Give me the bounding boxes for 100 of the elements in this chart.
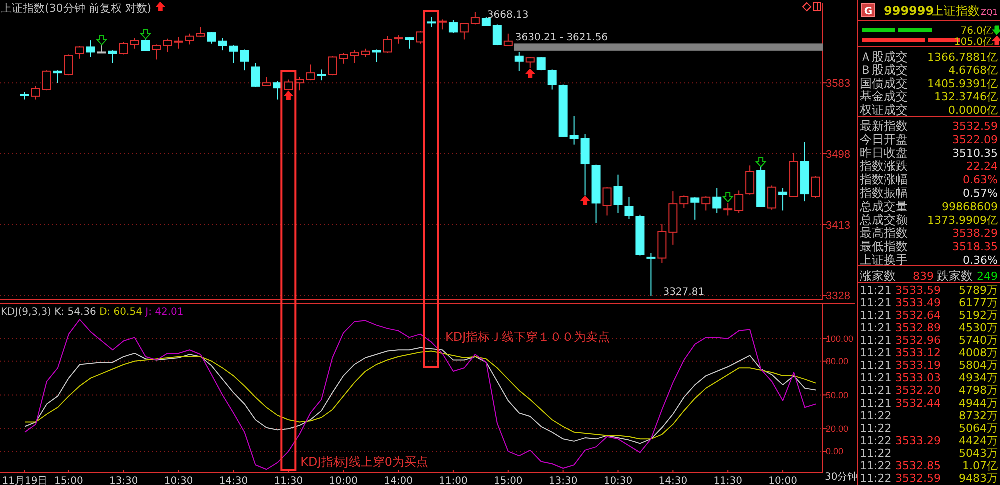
- candlestick: [492, 24, 502, 46]
- candlestick: [185, 33, 194, 46]
- text: 总成交量: [859, 199, 908, 214]
- y-tick-label: 20.00: [826, 424, 849, 434]
- x-tick-label: 14:30: [658, 476, 688, 485]
- x-tick-label: 10:00: [329, 476, 358, 485]
- candlestick: [448, 20, 458, 34]
- text: Ｂ股成交: [860, 63, 908, 78]
- text: 3532.96: [896, 334, 941, 348]
- x-tick-label: 14:30: [219, 476, 248, 485]
- candlestick: [536, 56, 546, 72]
- annotation: KDJ指标Ｊ线下穿１００为卖点: [445, 330, 610, 344]
- candlestick: [163, 38, 172, 53]
- text: 8732万: [959, 409, 998, 422]
- text: 11:21: [860, 322, 892, 335]
- candlestick: [470, 12, 480, 26]
- text: 跌家数: [937, 269, 973, 283]
- y-tick-label: 50.00: [826, 390, 849, 400]
- text: 3533.12: [896, 346, 941, 360]
- candlestick: [482, 16, 491, 27]
- candlestick: [646, 252, 656, 296]
- text: 11:21: [860, 334, 892, 348]
- text: 3532.59: [896, 472, 941, 485]
- candlestick: [812, 176, 820, 199]
- text: 5804万: [959, 359, 998, 372]
- candlestick: [350, 50, 360, 64]
- text: 3538.29: [952, 227, 998, 240]
- y-tick-label: 3583: [826, 78, 850, 90]
- text: 3510.35: [952, 146, 998, 160]
- text: 0.57%: [963, 187, 998, 200]
- annotation: 3668.13: [487, 10, 529, 22]
- text: 11:22: [860, 459, 892, 472]
- text: 0.36%: [963, 254, 998, 267]
- text: 今日开盘: [860, 132, 908, 146]
- text: 3532.20: [896, 384, 941, 398]
- candlestick: [372, 49, 382, 63]
- x-tick-label: 15:00: [494, 476, 523, 485]
- x-tick-label: 10:30: [604, 476, 633, 485]
- text: 3532.85: [896, 459, 941, 472]
- text: 11:22: [860, 409, 892, 422]
- text: 839: [913, 270, 934, 283]
- text: 5789万: [959, 284, 998, 297]
- text: 最低指数: [860, 240, 908, 254]
- text: 999999: [884, 4, 934, 18]
- text: 1405.9391亿: [928, 77, 998, 90]
- candlestick: [339, 52, 348, 64]
- text: 3532.64: [896, 309, 941, 322]
- candlestick: [602, 186, 612, 216]
- text: K: 54.36: [54, 307, 100, 318]
- text: 最新指数: [860, 119, 908, 133]
- candlestick: [207, 32, 216, 44]
- badge-icon: G: [862, 4, 876, 18]
- band-label: 3630.21 - 3621.56: [515, 32, 608, 44]
- text: 0.63%: [963, 174, 998, 187]
- text: 涨家数: [860, 269, 896, 283]
- candlestick: [31, 86, 40, 100]
- text: 11:22: [860, 472, 892, 485]
- candlestick: [328, 56, 338, 76]
- candlestick: [712, 188, 722, 214]
- candlestick: [460, 22, 469, 40]
- text: 4934万: [959, 372, 998, 385]
- candlestick: [174, 36, 184, 50]
- text: 最高指数: [860, 226, 908, 240]
- candlestick: [306, 64, 316, 82]
- text: 3533.29: [896, 434, 941, 448]
- candlestick: [75, 46, 84, 60]
- text: 11:22: [860, 434, 892, 448]
- text: 249: [977, 270, 998, 283]
- line-series: [24, 319, 816, 470]
- text: 3533.19: [896, 359, 941, 372]
- text: 5064万: [959, 422, 998, 435]
- text: 国债成交: [860, 76, 908, 90]
- y-tick-label: 100.00: [826, 334, 854, 344]
- candlestick: [141, 39, 150, 52]
- candlestick: [426, 16, 436, 28]
- text: 指数涨幅: [859, 172, 908, 187]
- x-tick-label: 13:30: [109, 476, 138, 485]
- text: 5740万: [959, 334, 998, 348]
- legend-title: KDJ(9,3,3): [1, 307, 55, 318]
- text: 基金成交: [860, 90, 908, 104]
- text: 3533.59: [896, 284, 941, 297]
- text: 11:21: [860, 384, 892, 398]
- x-tick-label: 14:00: [384, 476, 413, 485]
- text: 上证换手: [860, 253, 908, 267]
- candlestick: [240, 49, 250, 72]
- x-tick-label: 15:00: [54, 476, 84, 485]
- text: J: 42.01: [144, 307, 184, 318]
- text: 76.0亿: [960, 26, 993, 37]
- text: 11:21: [860, 359, 892, 372]
- candlestick: [405, 36, 414, 50]
- text: 1373.9909亿: [928, 214, 998, 227]
- x-tick-label: 10:30: [164, 476, 194, 485]
- text: 4798万: [959, 384, 998, 398]
- candlestick: [724, 202, 733, 216]
- y-tick-label: 80.00: [826, 356, 849, 367]
- x-tick-label: 13:30: [548, 476, 578, 485]
- candlestick: [218, 38, 228, 52]
- text: 11:21: [860, 309, 892, 322]
- candlestick: [86, 40, 96, 58]
- text: 5192万: [959, 309, 998, 322]
